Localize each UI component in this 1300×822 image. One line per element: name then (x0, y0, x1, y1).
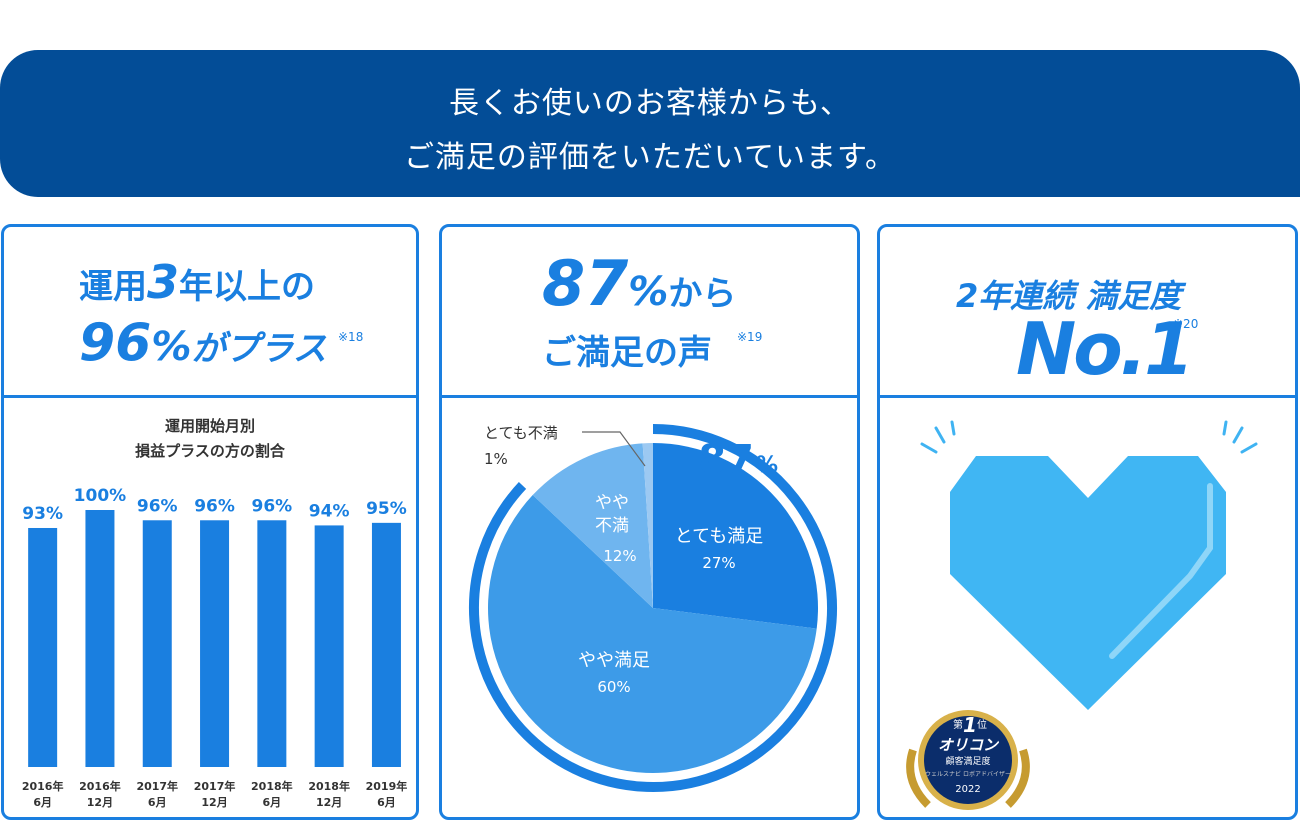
badge-rank-suffix: 位 (977, 718, 987, 731)
x-tick-label-3-line1: 2017年 (194, 779, 236, 793)
sparkle-right-icon (1222, 420, 1258, 454)
card1-title-line2: 96%がプラス (79, 313, 327, 373)
header-banner (0, 50, 1300, 197)
bar-value-label-5: 94% (309, 501, 350, 521)
heart-shape (950, 456, 1226, 710)
bar-5 (314, 525, 344, 767)
oricon-badge: 第 1 位 オリコン 顧客満足度 ウェルスナビ ロボアドバイザー 2022 (906, 710, 1030, 810)
bar-6 (371, 522, 401, 767)
card2-footnote: ※19 (737, 330, 763, 344)
badge-small-text: ウェルスナビ ロボアドバイザー (925, 770, 1011, 778)
badge-rank: 1 (963, 713, 977, 737)
bar-value-label-1: 100% (74, 486, 127, 506)
bar-chart-title-line2: 損益プラスの方の割合 (135, 442, 286, 460)
bar-value-label-0: 93% (22, 504, 63, 524)
badge-brand: オリコン (938, 736, 1000, 754)
card2-divider (442, 395, 857, 398)
bar-2 (142, 520, 172, 767)
x-tick-label-1-line1: 2016年 (79, 779, 121, 793)
x-tick-label-0-line2: 6月 (33, 796, 52, 809)
pie-label-0: とても満足 (675, 526, 764, 547)
card-satisfaction: 87%から ご満足の声 ※19 とても満足 27% やや満足 60% やや 不満 12% とて… (439, 224, 860, 820)
bar-chart-title-line1: 運用開始月別 (165, 417, 255, 435)
pie-value-3: 1% (484, 450, 508, 468)
card3-title-no1: No.1 (1016, 307, 1194, 391)
pie-value-2: 12% (603, 547, 636, 565)
card-returns: 運用3年以上の 96%がプラス ※18 運用開始月別 損益プラスの方の割合 93… (1, 224, 419, 820)
pie-label-2-line1: やや (595, 493, 629, 513)
pie-value-1: 60% (597, 678, 630, 696)
pie-slice-3 (642, 443, 653, 608)
bar-value-label-6: 95% (366, 499, 407, 519)
card1-title-line1: 運用3年以上の (79, 255, 315, 309)
pie-slice-2 (532, 443, 653, 608)
pie-label-2-line2: 不満 (595, 516, 629, 536)
badge-category: 顧客満足度 (945, 755, 990, 767)
pie-leader-line-3 (582, 431, 646, 467)
pie-label-1: やや満足 (578, 650, 650, 671)
bar-4 (257, 520, 287, 767)
x-tick-label-4-line2: 6月 (263, 796, 282, 809)
card2-title-pct-sign: % (628, 269, 669, 315)
bar-chart: 運用開始月別 損益プラスの方の割合 93% 2016年 6月 100% 2016年 12月… (22, 417, 408, 809)
card3-divider (880, 395, 1295, 398)
card3-title-a: 2年連続 満足度 (956, 277, 1182, 315)
pie-outer-arc (469, 424, 837, 792)
pie-label-3: とても不満 (484, 424, 558, 442)
card2-title-b: ご満足の声 (542, 333, 712, 373)
x-tick-label-0-line1: 2016年 (22, 779, 64, 793)
card2-title-a: から (668, 274, 737, 314)
bar-3 (200, 520, 230, 767)
card3-footnote: ※20 (1173, 317, 1199, 331)
card2-title-line1: 87%から (542, 247, 736, 320)
header-line-1: 長くお使いのお客様からも、 (448, 86, 852, 121)
bar-0 (28, 527, 58, 767)
card2-title-num: 87 (542, 247, 629, 320)
badge-rank-prefix: 第 (953, 718, 963, 731)
x-tick-label-1-line2: 12月 (87, 796, 113, 809)
bar-value-label-3: 96% (194, 496, 235, 516)
card1-title-pct-num: 96 (79, 313, 152, 373)
x-tick-label-4-line1: 2018年 (251, 779, 293, 793)
bar-1 (85, 510, 115, 767)
pie-slice-1 (487, 495, 817, 774)
card-ranking: 2年連続 満足度 No.1 ※20 第 1 位 オリコン 顧客満足度 ウェルスナ (877, 224, 1298, 820)
heart-illustration: 第 1 位 オリコン 顧客満足度 ウェルスナビ ロボアドバイザー 2022 (906, 420, 1258, 810)
x-tick-label-6-line1: 2019年 (366, 779, 408, 793)
card1-divider (4, 395, 416, 398)
card1-title-b: 年以上の (179, 267, 316, 307)
card1-title-c: がプラス (191, 329, 327, 369)
pie-slice-0 (653, 443, 818, 629)
bar-value-label-4: 96% (251, 496, 292, 516)
card1-title-a: 運用 (79, 267, 147, 307)
x-tick-label-3-line2: 12月 (201, 796, 227, 809)
pie-highlight-value: 87 (698, 437, 754, 483)
badge-year: 2022 (955, 784, 980, 795)
bar-value-label-2: 96% (137, 496, 178, 516)
x-tick-label-5-line2: 12月 (316, 796, 342, 809)
x-tick-label-2-line2: 6月 (148, 796, 167, 809)
card1-title-num: 3 (147, 255, 180, 309)
card1-footnote: ※18 (338, 330, 364, 344)
heart-highlight (1109, 483, 1213, 659)
sparkle-left-icon (920, 420, 956, 454)
header-line-2: ご満足の評価をいただいています。 (403, 140, 897, 175)
pie-value-0: 27% (702, 554, 735, 572)
x-tick-label-2-line1: 2017年 (136, 779, 178, 793)
pie-highlight-sign: % (756, 453, 778, 478)
x-tick-label-5-line1: 2018年 (308, 779, 350, 793)
card1-title-pct-sign: % (151, 324, 192, 370)
x-tick-label-6-line2: 6月 (377, 796, 396, 809)
